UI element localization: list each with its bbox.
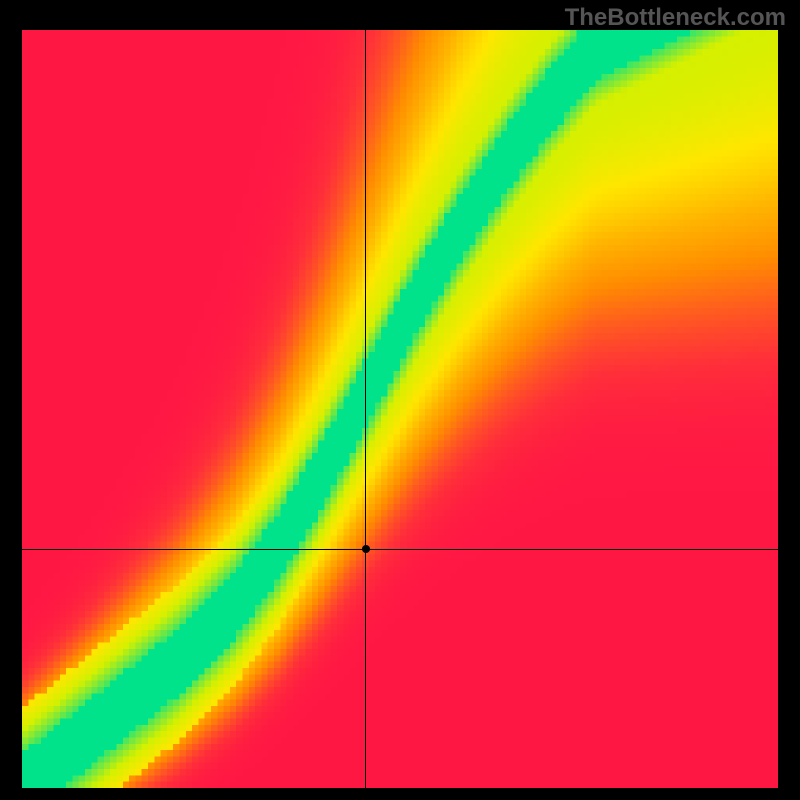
bottleneck-heatmap: [22, 30, 778, 788]
chart-container: TheBottleneck.com: [0, 0, 800, 800]
watermark-text: TheBottleneck.com: [565, 4, 786, 32]
